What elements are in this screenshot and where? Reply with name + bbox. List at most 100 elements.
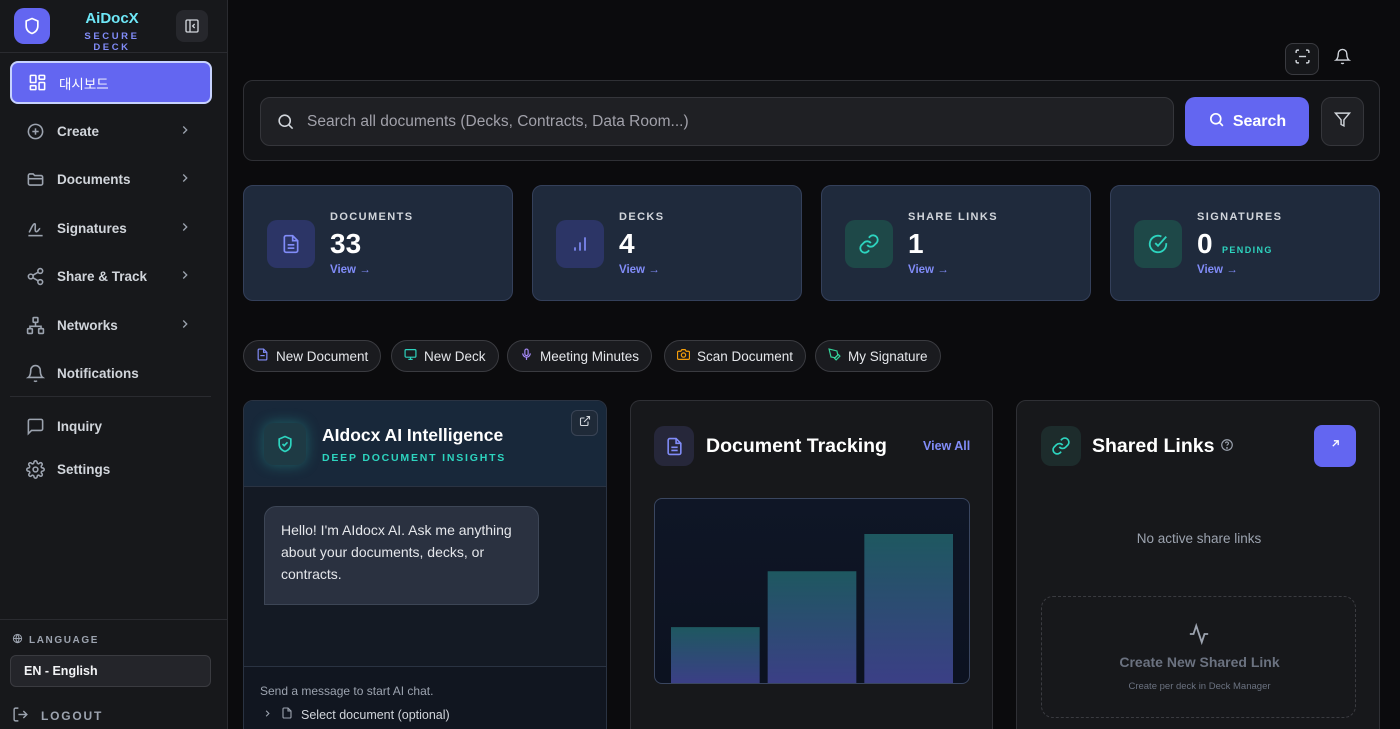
stat-value: 4 (619, 228, 635, 259)
scan-button[interactable] (1285, 43, 1319, 75)
message-icon (24, 415, 46, 437)
sidebar-item-label: Documents (57, 171, 131, 187)
stat-label: DECKS (619, 211, 665, 223)
ai-message-bubble: Hello! I'm AIdocx AI. Ask me anything ab… (264, 506, 539, 605)
sidebar-item-dashboard[interactable]: 대시보드 (10, 61, 212, 104)
brand-tagline: SECURE DECK (84, 31, 140, 53)
link-icon (1041, 426, 1081, 466)
chip-meeting-minutes[interactable]: Meeting Minutes (507, 340, 653, 372)
open-shared-links-button[interactable] (1314, 425, 1356, 467)
stat-card-documents[interactable]: DOCUMENTS 33 View → (243, 185, 513, 301)
sidebar-item-notifications[interactable]: Notifications (10, 353, 212, 393)
pen-icon (828, 348, 841, 364)
chevron-right-icon (262, 708, 273, 722)
chevron-right-icon (178, 317, 192, 334)
stat-view-link[interactable]: View → (619, 264, 660, 276)
select-document-toggle[interactable]: Select document (optional) (262, 707, 450, 722)
stat-label: SHARE LINKS (908, 211, 998, 223)
logout-button[interactable]: LOGOUT (12, 706, 103, 726)
sidebar-item-label: Create (57, 123, 100, 139)
logout-icon (12, 706, 29, 726)
sidebar-item-label: Signatures (57, 220, 127, 236)
stat-card-share-links[interactable]: SHARE LINKS 1 View → (821, 185, 1091, 301)
chip-scan-document[interactable]: Scan Document (664, 340, 807, 372)
check-circle-icon (1134, 220, 1182, 268)
scan-icon (1294, 48, 1311, 70)
ai-intelligence-panel: AIdocx AI Intelligence DEEP DOCUMENT INS… (243, 400, 607, 729)
bell-icon (24, 362, 46, 384)
chip-label: New Deck (424, 348, 486, 364)
ai-panel-title: AIdocx AI Intelligence (322, 425, 504, 445)
shared-links-title-wrap: Shared Links (1092, 435, 1234, 458)
stat-label: DOCUMENTS (330, 211, 414, 223)
ai-panel-footer: Send a message to start AI chat. Select … (244, 666, 606, 729)
network-icon (24, 314, 46, 336)
ai-chat-hint: Send a message to start AI chat. (260, 684, 434, 698)
chip-label: Meeting Minutes (540, 348, 640, 364)
sidebar-item-networks[interactable]: Networks (10, 305, 212, 345)
stat-value: 0 (1197, 228, 1213, 259)
tracking-title: Document Tracking (706, 435, 887, 457)
sidebar-item-documents[interactable]: Documents (10, 159, 212, 199)
sidebar: AiDocX SECURE DECK 대시보드 Create Documents… (0, 0, 228, 729)
sidebar-item-settings[interactable]: Settings (10, 449, 212, 489)
globe-icon (12, 633, 23, 647)
sidebar-item-label: 대시보드 (59, 76, 109, 92)
language-label-text: LANGUAGE (29, 634, 100, 646)
sidebar-item-create[interactable]: Create (10, 111, 212, 151)
presentation-icon (404, 348, 417, 364)
open-external-button[interactable] (571, 410, 598, 436)
search-panel: Search (243, 80, 1380, 161)
language-label: LANGUAGE (12, 633, 99, 647)
sidebar-item-label: Networks (57, 317, 118, 333)
chevron-right-icon (178, 268, 192, 285)
sidebar-item-share-track[interactable]: Share & Track (10, 256, 212, 296)
stat-view-link[interactable]: View → (330, 264, 371, 276)
search-icon (276, 112, 295, 131)
bell-icon (1333, 48, 1351, 70)
sidebar-item-label: Inquiry (57, 418, 103, 434)
sidebar-item-label: Notifications (57, 365, 139, 381)
stat-card-signatures[interactable]: SIGNATURES 0 PENDING View → (1110, 185, 1380, 301)
notifications-button[interactable] (1325, 43, 1359, 75)
camera-icon (676, 348, 691, 364)
stat-view-link[interactable]: View → (908, 264, 949, 276)
language-select[interactable]: EN - English (10, 655, 211, 687)
search-field[interactable] (260, 97, 1174, 146)
share-icon (24, 265, 46, 287)
plus-circle-icon (24, 120, 46, 142)
document-icon (281, 707, 293, 722)
help-icon[interactable] (1220, 435, 1234, 458)
search-icon (1208, 111, 1225, 133)
shield-logo-icon[interactable] (14, 8, 50, 44)
chip-new-document[interactable]: New Document (243, 340, 382, 372)
search-button[interactable]: Search (1185, 97, 1309, 146)
shared-links-panel: Shared Links No active share links Creat… (1016, 400, 1380, 729)
filter-button[interactable] (1321, 97, 1364, 146)
create-shared-link-box[interactable]: Create New Shared Link Create per deck i… (1041, 596, 1356, 718)
chevron-right-icon (178, 123, 192, 140)
sidebar-collapse-button[interactable] (176, 10, 208, 42)
chart-bar (864, 534, 953, 683)
stat-card-decks[interactable]: DECKS 4 View → (532, 185, 802, 301)
document-tracking-panel: Document Tracking View All (630, 400, 993, 729)
document-icon (654, 426, 694, 466)
sidebar-divider (0, 619, 227, 620)
tracking-chart-svg (671, 534, 953, 683)
sidebar-item-inquiry[interactable]: Inquiry (10, 406, 212, 446)
stat-sublabel: PENDING (1222, 245, 1273, 255)
select-document-label: Select document (optional) (301, 707, 450, 722)
dashboard-icon (26, 72, 48, 94)
search-button-label: Search (1232, 112, 1287, 130)
stat-view-link[interactable]: View → (1197, 264, 1238, 276)
stat-value: 1 (908, 228, 924, 259)
bar-chart-icon (556, 220, 604, 268)
search-input[interactable] (307, 112, 1157, 131)
sidebar-item-signatures[interactable]: Signatures (10, 208, 212, 248)
chip-my-signature[interactable]: My Signature (815, 340, 941, 372)
view-all-link[interactable]: View All (923, 439, 971, 453)
tracking-chart (654, 498, 970, 684)
ai-panel-header: AIdocx AI Intelligence DEEP DOCUMENT INS… (244, 401, 606, 487)
chip-label: My Signature (848, 348, 928, 364)
chip-new-deck[interactable]: New Deck (391, 340, 499, 372)
